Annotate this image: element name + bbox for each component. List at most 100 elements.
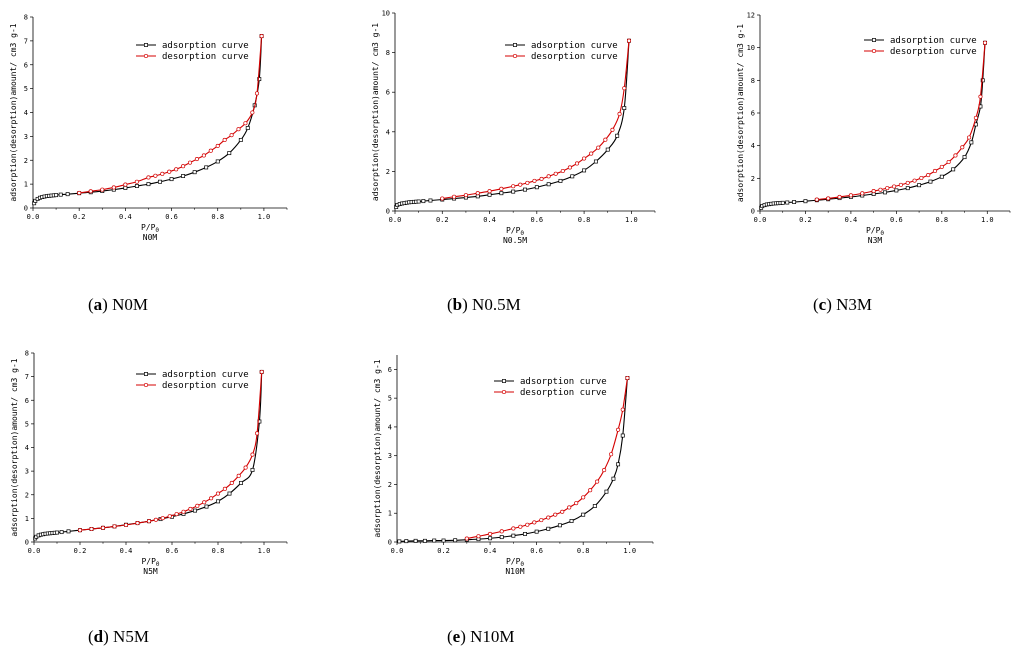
y-axis-label: adsorption(desorption)amount/ cm3 g-1 — [371, 23, 380, 201]
x-tick-label: 0.2 — [437, 547, 450, 555]
data-point-desorption — [892, 184, 897, 189]
data-point-desorption — [860, 191, 865, 196]
data-point-desorption — [112, 524, 117, 529]
y-tick-label: 1 — [25, 515, 29, 523]
data-point-desorption — [123, 182, 128, 187]
data-point-adsorption — [59, 530, 64, 535]
legend-label: adsorption curve — [162, 370, 249, 380]
legend-marker — [513, 43, 517, 47]
data-point-adsorption — [58, 192, 63, 197]
data-point-adsorption — [432, 538, 437, 543]
data-point-desorption — [236, 127, 241, 132]
data-point-desorption — [146, 519, 152, 524]
data-point-adsorption — [54, 193, 59, 198]
y-tick-label: 8 — [386, 49, 390, 57]
data-point-desorption — [201, 153, 206, 158]
data-point-adsorption — [604, 489, 609, 494]
data-point-desorption — [525, 180, 530, 185]
y-tick-label: 8 — [24, 14, 28, 22]
y-tick-label: 0 — [25, 539, 29, 547]
data-point-adsorption — [557, 523, 562, 528]
data-point-adsorption — [245, 126, 250, 130]
data-point-desorption — [525, 522, 530, 527]
data-point-adsorption — [785, 200, 790, 205]
x-tick-label: 0.6 — [890, 216, 903, 224]
data-point-desorption — [967, 135, 972, 140]
data-point-desorption — [167, 514, 172, 519]
data-point-desorption — [463, 193, 468, 198]
data-point-desorption — [255, 431, 260, 436]
data-point-desorption — [532, 178, 537, 183]
data-point-desorption — [567, 165, 572, 170]
x-tick-label: 0.4 — [120, 547, 133, 555]
panel-caption: (c) N3M — [813, 295, 872, 314]
data-point-desorption — [960, 145, 965, 150]
legend-label: desorption curve — [162, 381, 249, 391]
y-tick-label: 7 — [24, 37, 28, 45]
x-axis-label: P/P0 — [141, 223, 159, 234]
legend-marker — [501, 389, 507, 395]
data-point-adsorption — [980, 78, 985, 83]
data-point-desorption — [100, 187, 105, 192]
data-point-adsorption — [546, 526, 551, 531]
series-line-adsorption — [760, 42, 986, 209]
y-tick-label: 4 — [751, 142, 755, 150]
data-point-adsorption — [250, 467, 255, 472]
y-tick-label: 0 — [388, 539, 392, 547]
data-point-desorption — [488, 531, 493, 536]
data-point-adsorption — [534, 529, 539, 534]
data-point-adsorption — [158, 179, 162, 184]
data-point-desorption — [135, 521, 140, 526]
x-tick-label: 0.8 — [578, 216, 591, 224]
x-tick-label: 0.6 — [166, 547, 179, 555]
x-tick-label: 0.0 — [389, 216, 402, 224]
data-point-adsorption — [581, 512, 586, 517]
y-tick-label: 8 — [751, 77, 755, 85]
data-point-desorption — [905, 180, 910, 185]
data-point-desorption — [123, 522, 129, 528]
x-tick-label: 0.2 — [73, 213, 86, 221]
data-point-adsorption — [962, 155, 967, 160]
x-tick-label: 0.0 — [28, 547, 41, 555]
sample-label: N0M — [143, 233, 158, 242]
legend-marker — [512, 53, 518, 59]
data-point-adsorption — [622, 106, 627, 110]
data-point-desorption — [603, 137, 608, 142]
data-point-desorption — [476, 534, 481, 539]
data-point-adsorption — [55, 530, 59, 535]
legend-label: adsorption curve — [162, 41, 249, 51]
data-point-desorption — [939, 164, 944, 169]
y-tick-label: 2 — [388, 481, 392, 489]
x-tick-label: 1.0 — [258, 213, 271, 221]
data-point-adsorption — [422, 538, 427, 543]
data-point-desorption — [532, 520, 537, 525]
data-point-adsorption — [570, 174, 575, 179]
x-axis-label: P/P0 — [506, 557, 524, 568]
data-point-adsorption — [134, 184, 139, 188]
data-point-desorption — [254, 91, 260, 96]
data-point-desorption — [885, 186, 890, 191]
legend-marker — [144, 43, 148, 47]
data-point-desorption — [160, 171, 165, 176]
data-point-desorption — [546, 174, 551, 179]
x-tick-label: 0.0 — [27, 213, 40, 221]
data-point-adsorption — [917, 183, 922, 188]
data-point-desorption — [553, 171, 558, 176]
y-tick-label: 6 — [386, 89, 390, 97]
x-tick-label: 0.8 — [577, 547, 590, 555]
x-tick-label: 0.6 — [530, 216, 543, 224]
data-point-adsorption — [238, 138, 243, 142]
data-point-adsorption — [65, 192, 70, 197]
y-axis-label: adsorption(desorption)amount/ cm3 g-1 — [373, 359, 382, 537]
data-point-desorption — [146, 175, 151, 180]
y-tick-label: 5 — [25, 420, 29, 428]
y-tick-label: 3 — [25, 468, 29, 476]
data-point-adsorption — [620, 433, 625, 438]
data-point-adsorption — [969, 140, 974, 145]
legend-marker — [143, 382, 149, 388]
data-point-adsorption — [257, 77, 262, 82]
data-point-adsorption — [951, 167, 956, 172]
data-point-adsorption — [204, 504, 209, 509]
legend-marker — [872, 38, 876, 42]
